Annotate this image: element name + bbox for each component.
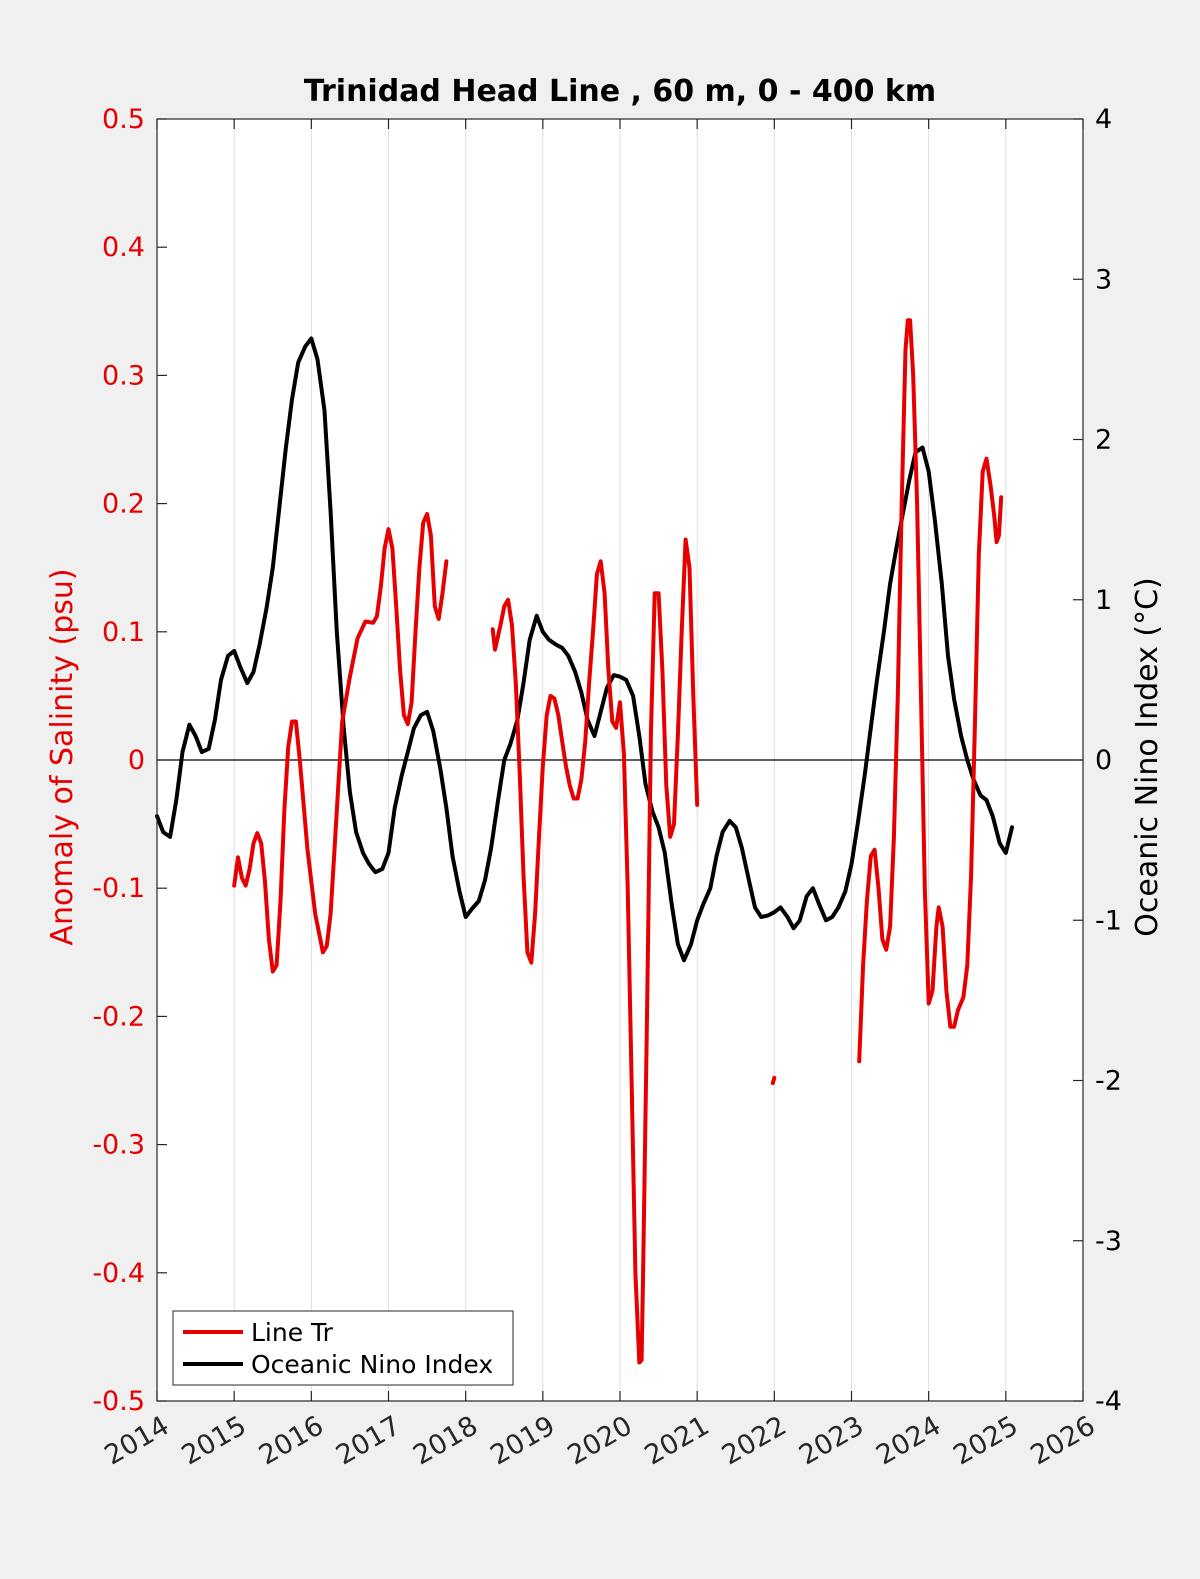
y-left-tick-label: 0.2 [102, 489, 145, 520]
y-left-tick-label: 0.1 [102, 617, 145, 648]
chart-title: Trinidad Head Line , 60 m, 0 - 400 km [304, 74, 936, 109]
legend-box [172, 1310, 514, 1386]
y-left-tick-label: -0.5 [92, 1386, 145, 1417]
series-line-oceanic-nino-index [155, 336, 1014, 963]
legend-label-line-tr: Line Tr [251, 1318, 334, 1347]
y-right-tick-label: 0 [1095, 745, 1112, 776]
y-right-tick-label: 1 [1095, 585, 1112, 616]
y-right-tick-label: -4 [1095, 1386, 1122, 1417]
y-left-tick-label: 0 [128, 745, 145, 776]
series-layer [155, 318, 1014, 1365]
legend-label-oni: Oceanic Nino Index [251, 1350, 493, 1379]
legend: Line Tr Oceanic Nino Index [172, 1310, 514, 1386]
y-right-tick-label: 2 [1095, 425, 1112, 456]
y-left-tick-label: -0.2 [92, 1001, 145, 1032]
series-line-line-tr-segment-4 [857, 318, 1004, 1064]
y-axis-label-left: Anomaly of Salinity (psu) [45, 568, 80, 945]
series-line-line-tr-segment-1 [232, 511, 449, 974]
y-left-tick-label: -0.1 [92, 873, 145, 904]
series-line-line-tr-segment-3 [770, 1075, 777, 1086]
y-right-tick-label: -3 [1095, 1226, 1122, 1257]
y-left-tick-label: 0.3 [102, 360, 145, 391]
y-axis-label-right: Oceanic Nino Index (°C) [1130, 577, 1165, 937]
y-left-tick-label: 0.4 [102, 232, 145, 263]
y-right-tick-label: -2 [1095, 1066, 1122, 1097]
y-right-tick-label: 4 [1095, 104, 1112, 135]
y-left-tick-label: -0.3 [92, 1130, 145, 1161]
series-line-line-tr-segment-2 [490, 537, 700, 1365]
y-right-tick-label: 3 [1095, 264, 1112, 295]
y-left-tick-label: 0.5 [102, 104, 145, 135]
y-right-tick-label: -1 [1095, 905, 1122, 936]
y-left-tick-label: -0.4 [92, 1258, 145, 1289]
